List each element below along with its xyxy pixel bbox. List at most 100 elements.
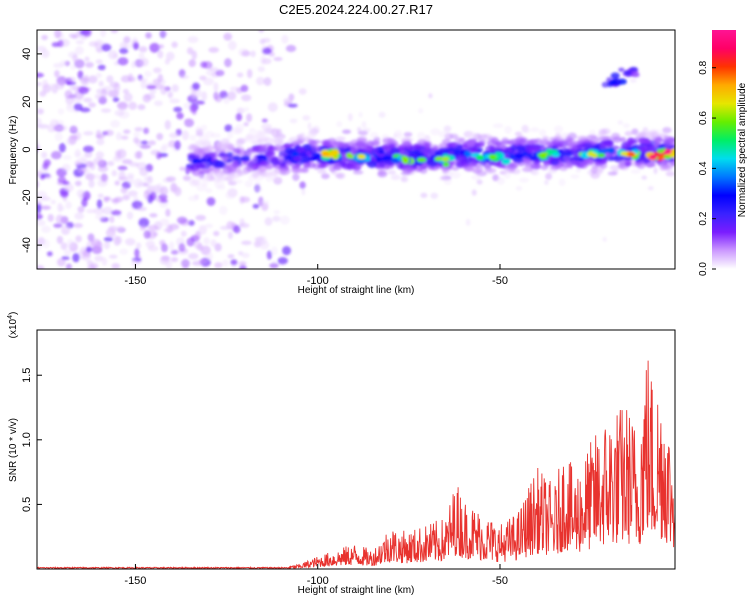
spectrogram-cell xyxy=(266,250,272,260)
spectrogram-cell xyxy=(187,36,199,44)
spectrogram-cell xyxy=(79,166,88,172)
spectrogram-cell xyxy=(643,132,653,139)
spectrogram-cell xyxy=(264,217,273,226)
spectrogram-cell xyxy=(216,142,224,150)
spectrogram-cell xyxy=(109,215,115,223)
spectrogram-cell xyxy=(156,133,164,141)
spectrogram-cell xyxy=(459,159,468,166)
spectrogram-cell xyxy=(442,162,450,167)
spectrogram-cell xyxy=(270,246,278,256)
spectrogram-cell xyxy=(662,127,672,134)
spectrogram-cell xyxy=(227,143,235,151)
spectrogram-cell xyxy=(180,230,187,237)
spectrogram-cell xyxy=(299,181,306,190)
spectrogram-cell xyxy=(356,141,366,148)
spectrogram-cell xyxy=(259,129,266,134)
spectrogram-cell xyxy=(227,254,235,259)
spectrogram-cell xyxy=(123,92,133,102)
spectrogram-cell xyxy=(238,261,247,266)
spectrogram-cell xyxy=(86,246,93,253)
spectrogram-cell xyxy=(377,170,388,178)
spectrogram-cell xyxy=(189,103,198,113)
spectrogram-cell xyxy=(599,163,608,169)
spectrogram-cell xyxy=(455,144,463,150)
spectrogram-cell xyxy=(174,140,181,151)
spectrogram-cell xyxy=(642,137,651,145)
spectrogram-cell xyxy=(160,243,169,253)
spectrogram-cell xyxy=(68,134,77,145)
spectrogram-cell xyxy=(165,176,176,182)
spectrogram-cell xyxy=(56,257,66,267)
spectrogram-cell xyxy=(159,218,170,227)
spectrogram-cell xyxy=(37,72,44,78)
spectrogram-cell xyxy=(122,194,130,201)
spectrogram-cell xyxy=(471,159,478,167)
spectrogram-cell xyxy=(257,66,266,72)
spectrogram-cell xyxy=(236,72,244,78)
spectrogram-cell xyxy=(504,125,512,134)
spectrogram-cell xyxy=(121,181,131,189)
spectrogram-cell xyxy=(88,75,98,84)
spectrogram-cell xyxy=(76,158,87,166)
spectrogram-cell xyxy=(262,47,272,55)
spectrogram-cell xyxy=(102,206,113,215)
spectrogram-cell xyxy=(173,106,183,113)
spectrogram-cell xyxy=(74,212,85,220)
spectrogram-cell xyxy=(93,207,105,215)
spectrogram-cell xyxy=(146,185,158,195)
spectrogram-cell xyxy=(203,77,215,86)
spectrogram-cell xyxy=(70,126,78,132)
spectrogram-cell xyxy=(352,170,364,175)
spectrogram-cell xyxy=(100,108,112,113)
spectrogram-cell xyxy=(283,98,293,104)
spectrogram-cell xyxy=(182,130,189,141)
spectrogram-cell xyxy=(263,77,272,86)
colorbar-tick-label: 0.6 xyxy=(698,111,709,125)
spectrogram-cell xyxy=(451,166,460,171)
spectrogram-cell xyxy=(130,259,139,268)
spectrogram-cell xyxy=(117,165,128,171)
spectrogram-cell xyxy=(145,32,152,39)
spectrogram-cell xyxy=(150,149,161,156)
spectrogram-cell xyxy=(357,154,366,160)
spectrogram-cell xyxy=(41,151,48,159)
spectrogram-cell xyxy=(232,179,243,184)
spectrogram-cell xyxy=(201,124,208,131)
spectrogram-cell xyxy=(47,83,55,91)
spectrogram-cell xyxy=(501,158,511,165)
snr-multiplier-base: (x10 xyxy=(8,318,19,338)
spectrogram-cell xyxy=(110,198,120,203)
spectrogram-cell xyxy=(475,155,485,161)
spectrogram-cell xyxy=(281,34,289,44)
spectrogram-cell xyxy=(240,196,251,203)
spectrogram-cell xyxy=(233,225,241,234)
colorbar-tick-label: 0.0 xyxy=(698,262,709,276)
spectrogram-cell xyxy=(273,176,283,185)
spectrogram-cell xyxy=(160,146,167,152)
spectrogram-cell xyxy=(140,140,149,145)
spectrogram-cell xyxy=(488,154,497,160)
spectrogram-cell xyxy=(663,149,672,155)
spectrogram-cell xyxy=(153,67,162,74)
spectrogram-cell xyxy=(316,157,324,164)
spectrogram-cell xyxy=(95,213,105,220)
spectrogram-cell xyxy=(201,176,212,181)
spectrogram-cell xyxy=(147,224,159,231)
spectrogram-cell xyxy=(629,66,638,72)
spectrogram-cell xyxy=(618,160,627,165)
spectrogram-cell xyxy=(37,108,44,115)
spectrogram-cell xyxy=(629,70,640,77)
spectrogram-cell xyxy=(500,140,511,145)
spectrogram-cell xyxy=(443,178,452,186)
spectrogram-cell xyxy=(79,107,91,113)
spectrogram-cell xyxy=(109,254,118,259)
spectrogram-cell xyxy=(267,102,278,113)
spectrogram-cell xyxy=(614,154,624,161)
spectrogram-cell xyxy=(342,129,352,134)
spectrogram-cell xyxy=(76,189,86,198)
spectrogram-cell xyxy=(176,216,188,224)
spectrogram-cell xyxy=(344,147,351,153)
spectrogram-cell xyxy=(68,33,77,38)
spectrogram-cell xyxy=(219,225,231,230)
